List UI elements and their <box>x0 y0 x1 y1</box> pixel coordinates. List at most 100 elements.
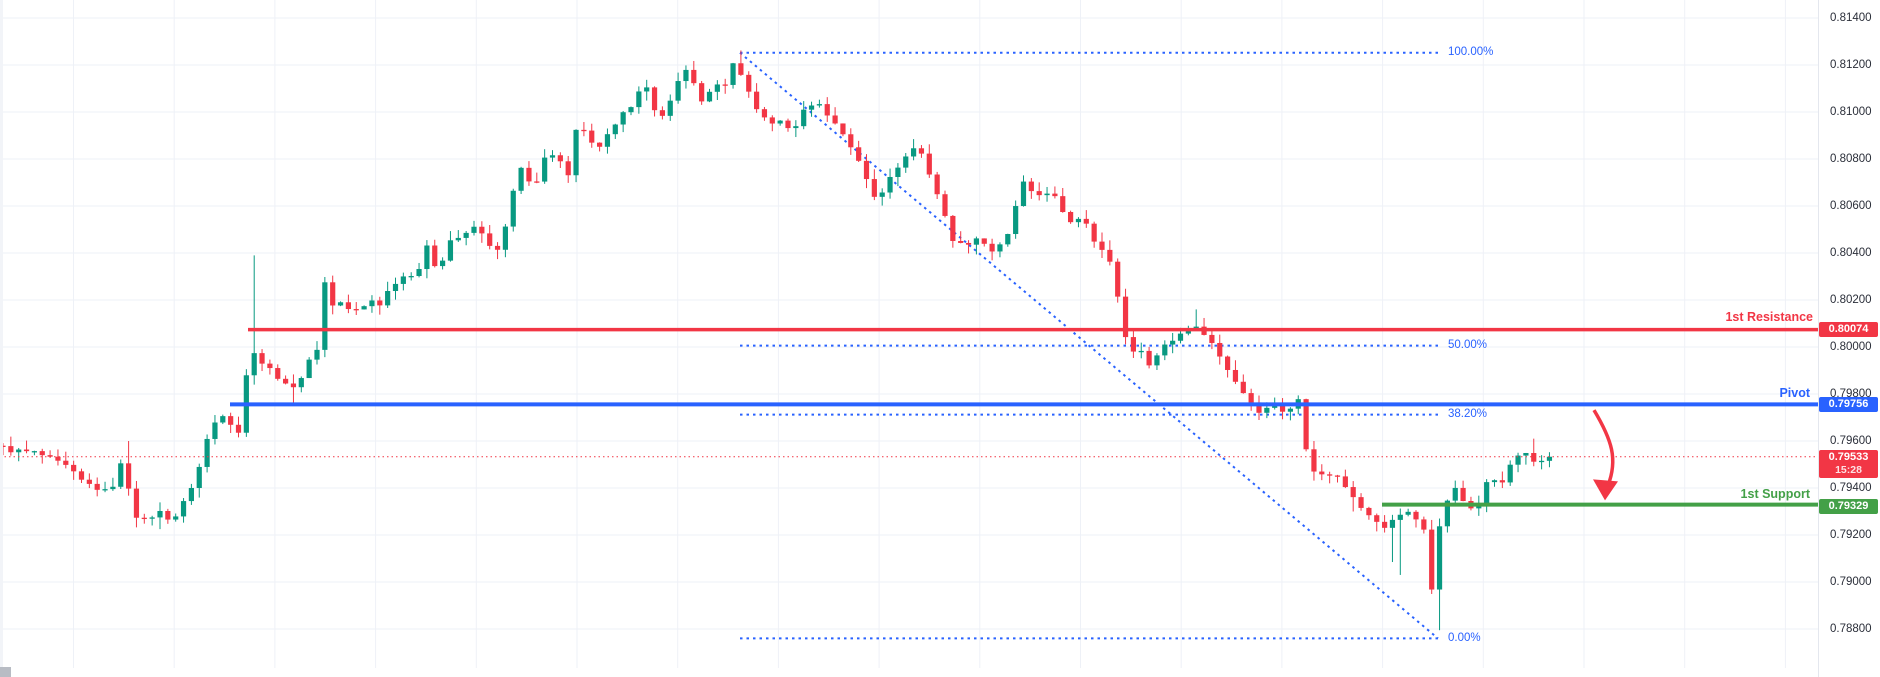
candle-body <box>549 155 556 158</box>
candle-body <box>989 243 995 252</box>
candle-body <box>1382 521 1388 528</box>
candle-body <box>1421 519 1427 530</box>
candle-body <box>220 416 226 423</box>
fib-50-label: 50.00% <box>1448 339 1488 351</box>
last-price-value: 0.79533 <box>1828 451 1869 463</box>
price-tick-label: 0.80000 <box>1830 341 1872 353</box>
candle-body <box>871 179 877 197</box>
candle-body <box>636 91 642 108</box>
candle-body <box>1311 449 1317 472</box>
candle-body <box>1405 511 1411 515</box>
candle-body <box>1217 342 1223 357</box>
candle-body <box>628 107 634 113</box>
candle-body <box>848 134 854 148</box>
candle-body <box>754 91 760 110</box>
candle-body <box>204 438 210 467</box>
candle-body <box>699 83 705 102</box>
down-arrow-annotation[interactable] <box>1592 409 1615 487</box>
candle-body <box>887 176 893 193</box>
candle-body <box>314 349 320 360</box>
candle-body <box>502 226 508 250</box>
candle-body <box>824 104 830 116</box>
candle-body <box>1075 218 1082 223</box>
candle-body <box>1138 350 1144 353</box>
price-tick-label: 0.81400 <box>1830 12 1872 24</box>
candle-body <box>714 84 720 92</box>
last-price-badge: 0.79533 15:28 <box>1819 450 1878 478</box>
candle-body <box>1225 356 1231 370</box>
candle-body <box>761 109 768 118</box>
candle-body <box>235 424 242 433</box>
candle-body <box>1342 476 1348 488</box>
price-axis[interactable] <box>1818 0 1880 677</box>
candle-body <box>911 148 917 157</box>
candle-body <box>1523 453 1529 456</box>
candle-body <box>816 104 822 106</box>
candle-body <box>228 416 234 425</box>
candle-body <box>408 276 414 278</box>
candle-body <box>1232 369 1239 382</box>
candle-body <box>1484 482 1490 505</box>
candle-body <box>1279 405 1286 412</box>
candle-body <box>31 451 37 453</box>
candle-body <box>180 501 187 517</box>
bar-countdown: 15:28 <box>1835 464 1862 476</box>
candle-body <box>722 84 728 86</box>
candle-body <box>1531 453 1537 462</box>
price-tick-label: 0.79600 <box>1830 435 1872 447</box>
candle-body <box>1256 402 1262 413</box>
candle-body <box>1248 393 1254 403</box>
candle-body <box>777 120 783 124</box>
candle-body <box>55 456 61 461</box>
candle-body <box>447 240 454 261</box>
candle-body <box>16 449 22 453</box>
candle-body <box>487 233 493 246</box>
candle-body <box>879 192 885 197</box>
candle-body <box>361 306 367 310</box>
candle-body <box>455 237 461 241</box>
candle-body <box>424 245 430 270</box>
candle-body <box>675 81 681 101</box>
candle-body <box>706 91 713 102</box>
candle-body <box>1319 471 1325 475</box>
candle-body <box>1005 234 1011 245</box>
candle-body <box>416 269 422 277</box>
candle-body <box>1154 355 1160 366</box>
candle-body <box>1429 529 1435 590</box>
candle-body <box>1115 261 1121 297</box>
candle-body <box>730 63 736 85</box>
candle-body <box>565 161 571 176</box>
price-tick-label: 0.79400 <box>1830 482 1872 494</box>
candle-body <box>63 460 69 465</box>
candle-body <box>510 190 516 227</box>
candle-body <box>1170 340 1176 345</box>
candle-body <box>392 283 399 292</box>
candle-body <box>981 238 987 244</box>
candle-body <box>102 489 108 491</box>
price-tick-label: 0.80200 <box>1830 294 1872 306</box>
candle-body <box>345 302 351 310</box>
candle-body <box>322 282 328 350</box>
candle-body <box>612 124 618 135</box>
fib-100-label: 100.00% <box>1448 46 1494 58</box>
candle-body <box>267 363 273 369</box>
candle-body <box>1272 405 1278 408</box>
candle-body <box>918 148 925 154</box>
candle-body <box>71 464 77 472</box>
price-tick-label: 0.80400 <box>1830 247 1872 259</box>
candle-body <box>1413 511 1419 520</box>
candle-body <box>942 194 948 216</box>
candle-body <box>1350 487 1356 498</box>
candle-body <box>1436 526 1443 590</box>
candle-body <box>1060 196 1066 212</box>
candle-body <box>1374 515 1380 522</box>
candle-body <box>542 157 548 182</box>
candle-body <box>118 463 124 487</box>
candle-body <box>965 242 972 245</box>
candle-body <box>973 238 979 245</box>
candle-body <box>1507 464 1513 483</box>
candle-body <box>1091 223 1097 242</box>
candle-body <box>126 463 132 489</box>
